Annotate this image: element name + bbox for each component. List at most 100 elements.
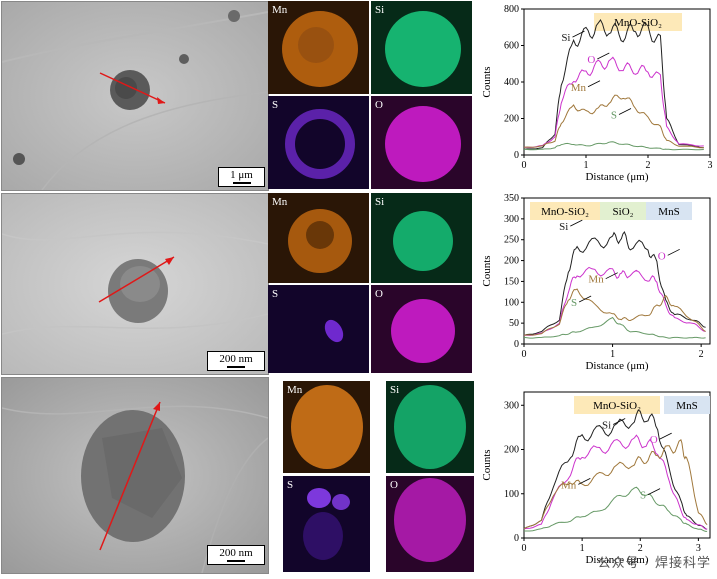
eds-map-mn-row1: Mn bbox=[268, 1, 369, 94]
map-label: Mn bbox=[287, 384, 303, 396]
phase-label-text: MnO-SiO₂ bbox=[593, 400, 641, 412]
sem-micrograph bbox=[2, 378, 268, 573]
annotation-arrow bbox=[647, 488, 661, 495]
y-tick-label: 200 bbox=[504, 256, 519, 267]
map-label: Mn bbox=[272, 4, 288, 16]
series-line-mn bbox=[523, 438, 708, 530]
x-tick-label: 2 bbox=[646, 160, 651, 171]
x-tick-label: 2 bbox=[638, 543, 643, 554]
scale-bar-label: 200 nm bbox=[219, 547, 253, 559]
y-tick-label: 0 bbox=[514, 150, 519, 161]
series-line-s bbox=[523, 141, 704, 151]
x-tick-label: 1 bbox=[580, 543, 585, 554]
y-tick-label: 50 bbox=[509, 318, 519, 329]
x-tick-label: 3 bbox=[708, 160, 713, 171]
eds-map-s-row3: S bbox=[283, 476, 370, 572]
annotation-arrow bbox=[570, 219, 583, 227]
x-tick-label: 1 bbox=[610, 349, 615, 360]
map-label: Si bbox=[390, 384, 400, 396]
map-label: S bbox=[272, 99, 279, 111]
scale-bar: 200 nm bbox=[207, 351, 265, 371]
series-label-s: S bbox=[611, 110, 617, 122]
eds-map-si-row3: Si bbox=[386, 381, 474, 473]
map-label: O bbox=[375, 99, 383, 111]
y-tick-label: 250 bbox=[504, 235, 519, 246]
x-tick-label: 0 bbox=[522, 160, 527, 171]
y-axis-label: Counts bbox=[481, 66, 493, 97]
annotation-arrow bbox=[618, 108, 632, 115]
phase-label: MnO-SiO₂ bbox=[594, 13, 682, 31]
y-tick-label: 0 bbox=[514, 533, 519, 544]
y-axis-label: Counts bbox=[481, 255, 493, 286]
phase-label: MnS bbox=[646, 202, 692, 220]
eds-map-si-row2: Si bbox=[371, 193, 472, 283]
phase-label: MnO-SiO₂ bbox=[530, 202, 600, 220]
phase-label: SiO₂ bbox=[600, 202, 646, 220]
annotation-arrow bbox=[597, 52, 610, 60]
series-label-mn: Mn bbox=[588, 274, 604, 286]
phase-label: MnS bbox=[664, 396, 710, 414]
annotation-arrow bbox=[587, 80, 601, 88]
phase-label-text: MnS bbox=[658, 206, 679, 218]
phase-label-bg bbox=[664, 396, 710, 414]
series-label-o: O bbox=[650, 434, 658, 446]
x-tick-label: 1 bbox=[584, 160, 589, 171]
eds-map-mn-row2: Mn bbox=[268, 193, 369, 283]
series-label-si: Si bbox=[561, 32, 570, 44]
line-profile-chart-row3: MnO-SiO₂ MnS 0 1 2 3 0 100 200 300 Distance (μm) Co… bbox=[478, 384, 716, 574]
map-label: O bbox=[390, 479, 398, 491]
phase-label-bg bbox=[530, 202, 600, 220]
x-tick-label: 2 bbox=[699, 349, 704, 360]
eds-map-o-row3: O bbox=[386, 476, 474, 572]
y-tick-label: 100 bbox=[504, 297, 519, 308]
series-line-s bbox=[524, 486, 708, 532]
y-tick-label: 0 bbox=[514, 339, 519, 350]
y-tick-label: 300 bbox=[504, 400, 519, 411]
y-tick-label: 100 bbox=[504, 489, 519, 500]
phase-label-bg bbox=[600, 202, 646, 220]
y-tick-label: 300 bbox=[504, 214, 519, 225]
phase-label: MnO-SiO₂ bbox=[574, 396, 660, 414]
line-profile-chart-row1: MnO-SiO₂ 0 1 2 3 0 200 400 600 800 Distance (μm) Co… bbox=[478, 1, 716, 189]
scale-bar-label: 200 nm bbox=[219, 353, 253, 365]
series-line-si bbox=[523, 230, 706, 336]
y-tick-label: 150 bbox=[504, 276, 519, 287]
x-axis-label: Distance (μm) bbox=[585, 171, 648, 183]
x-axis-label: Distance (μm) bbox=[585, 360, 648, 372]
series-line-si bbox=[523, 409, 708, 530]
series-line-si bbox=[523, 18, 704, 150]
y-tick-label: 800 bbox=[504, 4, 519, 15]
sem-micrograph bbox=[2, 2, 268, 190]
series-line-o bbox=[523, 266, 706, 336]
annotation-arrow bbox=[605, 272, 618, 280]
watermark: 公众号 · 焊接科学 bbox=[597, 556, 711, 571]
series-label-mn: Mn bbox=[561, 479, 577, 491]
annotation-arrow bbox=[578, 478, 591, 485]
y-tick-label: 200 bbox=[504, 445, 519, 456]
phase-label-bg bbox=[646, 202, 692, 220]
phase-label-text: MnO-SiO₂ bbox=[614, 17, 662, 29]
map-label: S bbox=[272, 288, 279, 300]
annotation-arrow bbox=[659, 432, 672, 440]
phase-label-bg bbox=[594, 13, 682, 31]
series-label-si: Si bbox=[559, 221, 568, 233]
sem-image-row3: 200 nm bbox=[1, 377, 269, 574]
phase-label-text: MnO-SiO₂ bbox=[541, 206, 589, 218]
eds-map-o-row1: O bbox=[371, 96, 472, 189]
series-line-mn bbox=[523, 94, 704, 149]
annotation-arrow bbox=[613, 418, 626, 425]
x-tick-label: 0 bbox=[522, 543, 527, 554]
series-line-mn bbox=[523, 288, 706, 336]
x-tick-label: 3 bbox=[696, 543, 701, 554]
y-axis-label: Counts bbox=[481, 449, 493, 480]
line-profile-chart-row2: MnO-SiO₂ SiO₂ MnS 0 1 2 0 50 100 150 200 250 300 350 D… bbox=[478, 190, 716, 378]
annotation-arrow bbox=[667, 248, 680, 256]
eds-map-s-row2: S bbox=[268, 285, 369, 373]
y-tick-label: 200 bbox=[504, 114, 519, 125]
x-tick-label: 0 bbox=[522, 349, 527, 360]
series-label-si: Si bbox=[602, 420, 611, 432]
phase-label-text: SiO₂ bbox=[613, 206, 634, 218]
eds-map-o-row2: O bbox=[371, 285, 472, 373]
sem-image-row2: 200 nm bbox=[1, 193, 269, 375]
series-line-o bbox=[523, 56, 704, 149]
